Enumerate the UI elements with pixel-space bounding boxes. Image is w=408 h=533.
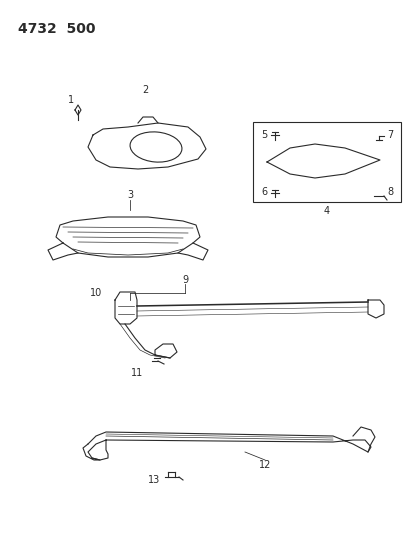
Text: 6: 6 (261, 187, 267, 197)
Text: 7: 7 (387, 130, 393, 140)
Text: 4732  500: 4732 500 (18, 22, 95, 36)
Text: 9: 9 (182, 275, 188, 285)
Text: 4: 4 (324, 206, 330, 216)
Text: 1: 1 (68, 95, 74, 105)
Text: 11: 11 (131, 368, 143, 378)
Text: 3: 3 (127, 190, 133, 200)
Text: 10: 10 (90, 288, 102, 298)
Text: 5: 5 (261, 130, 267, 140)
Text: 2: 2 (142, 85, 148, 95)
Text: 12: 12 (259, 460, 271, 470)
Text: 8: 8 (387, 187, 393, 197)
Text: 13: 13 (148, 475, 160, 485)
Bar (253, 122, 401, 202)
